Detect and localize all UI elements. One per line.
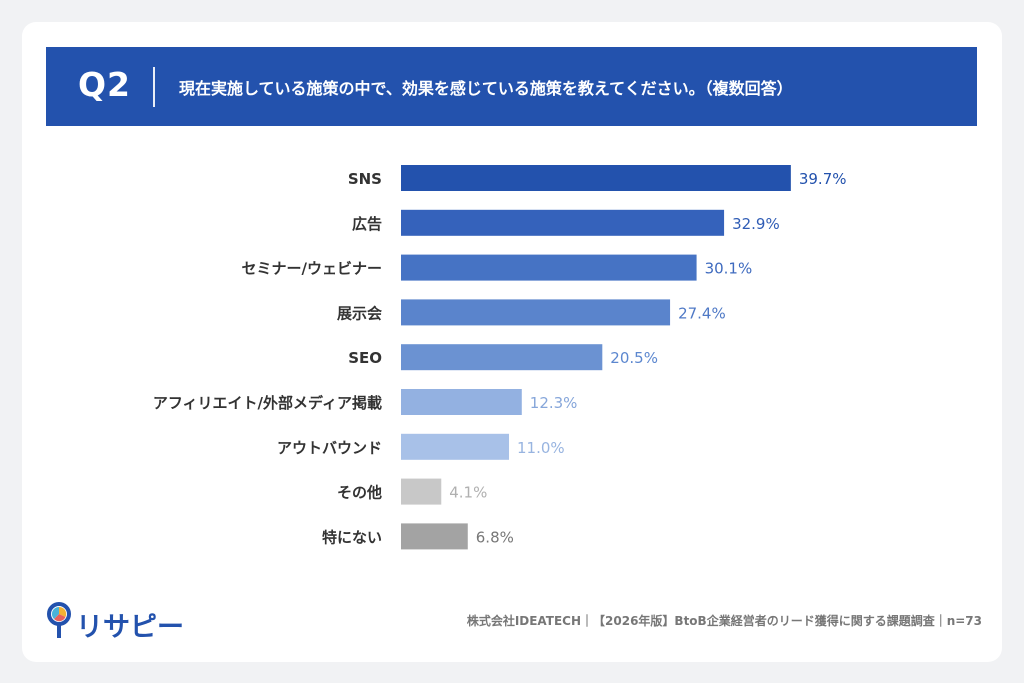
brand-logo: リサピー xyxy=(46,602,184,643)
value-label: 12.3% xyxy=(530,394,578,412)
pin-logo-icon xyxy=(47,602,71,638)
question-banner: Q2 現在実施している施策の中で、効果を感じている施策を教えてください。（複数回… xyxy=(46,47,977,126)
bar xyxy=(401,478,442,505)
bar xyxy=(401,254,697,281)
content-card xyxy=(22,22,1002,662)
question-number: Q2 xyxy=(78,65,132,104)
value-label: 32.9% xyxy=(732,215,780,233)
bar xyxy=(401,523,468,550)
category-label: セミナー/ウェビナー xyxy=(242,260,382,278)
value-label: 20.5% xyxy=(610,349,658,367)
footer-source: 株式会社IDEATECH｜【2026年版】BtoB企業経営者のリード獲得に関する… xyxy=(466,614,982,628)
category-label: その他 xyxy=(337,484,382,502)
category-label: 広告 xyxy=(352,215,382,233)
question-separator xyxy=(153,67,155,107)
bar xyxy=(401,433,510,460)
bar xyxy=(401,299,671,326)
bar xyxy=(401,389,522,415)
bar xyxy=(401,209,725,236)
logo-text: リサピー xyxy=(76,612,184,643)
value-label: 6.8% xyxy=(476,528,514,546)
category-label: 展示会 xyxy=(337,304,382,322)
category-label: アフィリエイト/外部メディア掲載 xyxy=(153,394,382,412)
category-label: アウトバウンド xyxy=(277,439,382,457)
value-label: 11.0% xyxy=(517,439,565,457)
value-label: 4.1% xyxy=(449,484,487,502)
bar xyxy=(401,344,603,371)
category-label: SNS xyxy=(348,170,382,188)
value-label: 39.7% xyxy=(799,170,847,188)
question-text: 現在実施している施策の中で、効果を感じている施策を教えてください。（複数回答） xyxy=(179,79,793,98)
category-label: SEO xyxy=(348,349,382,367)
value-label: 30.1% xyxy=(705,260,753,278)
category-label: 特にない xyxy=(322,528,382,546)
bar xyxy=(401,165,791,191)
value-label: 27.4% xyxy=(678,304,726,322)
